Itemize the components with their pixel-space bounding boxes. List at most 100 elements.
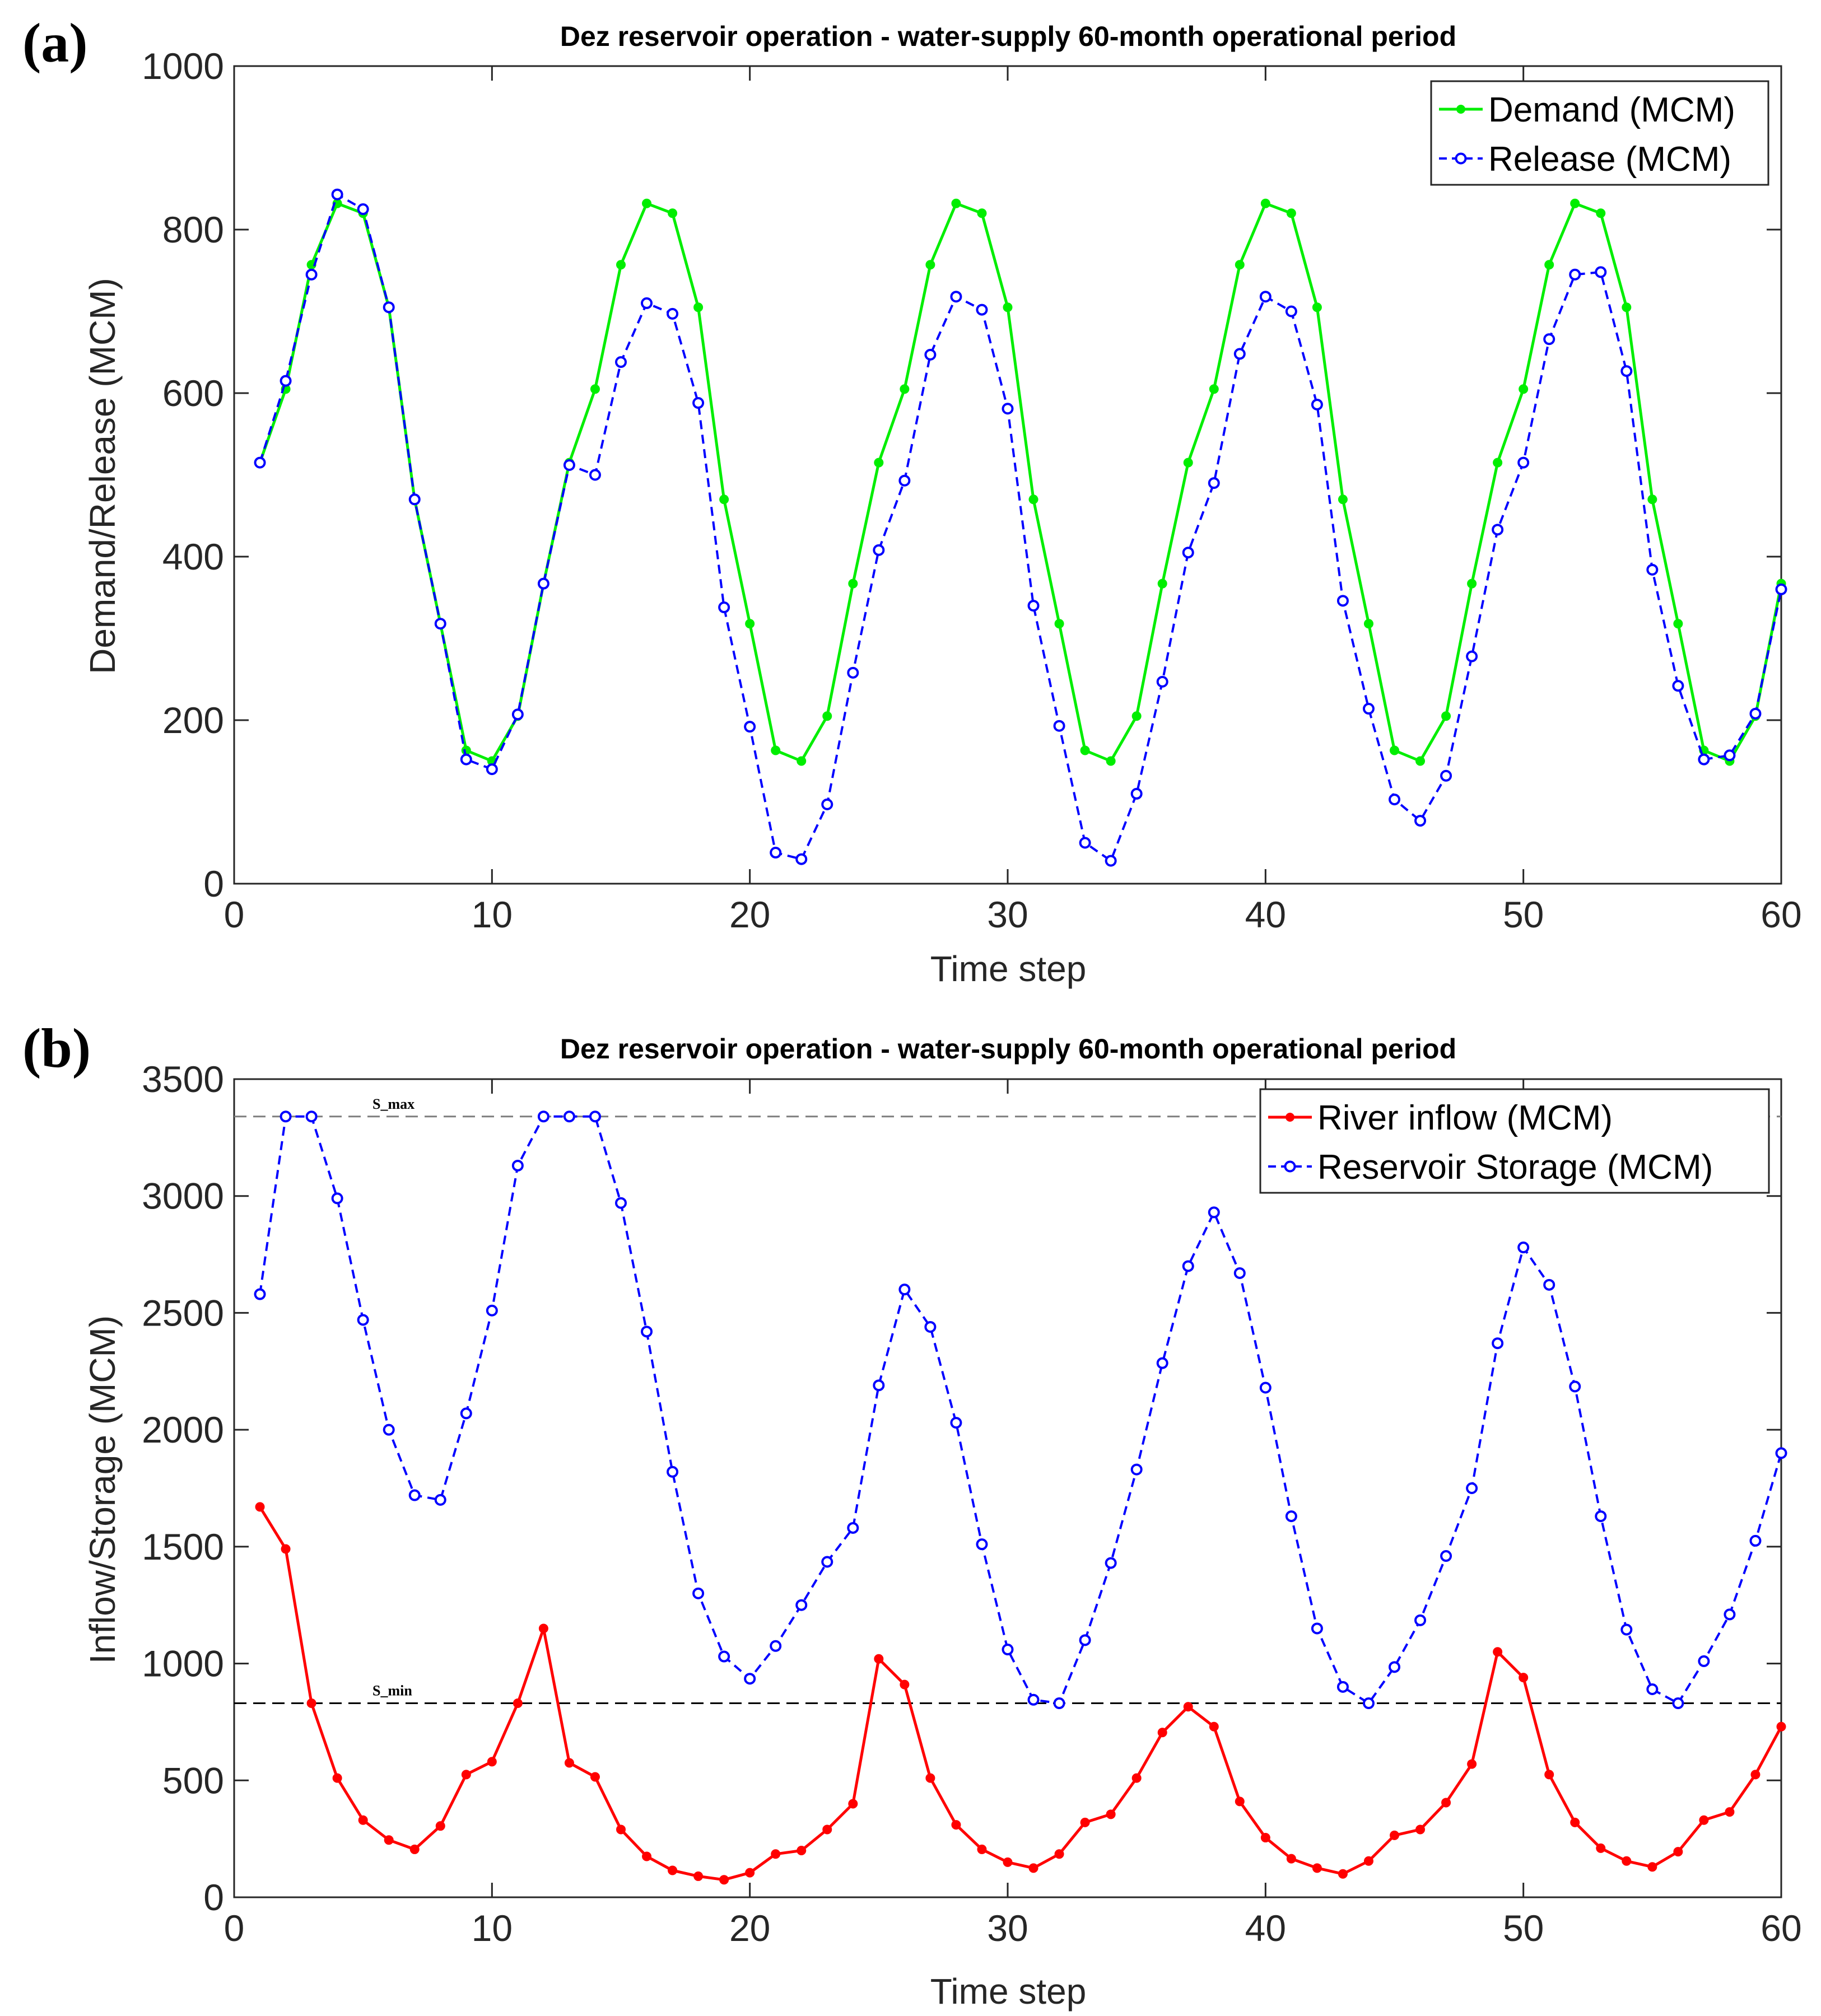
x-tick-label: 30	[987, 894, 1028, 935]
data-point-0	[590, 384, 600, 394]
data-point-1	[1543, 333, 1555, 346]
data-point-1	[434, 618, 446, 630]
data-point-1	[511, 1159, 524, 1172]
x-tick-label: 60	[1761, 1907, 1801, 1949]
data-point-1	[1130, 787, 1143, 800]
data-point-1	[898, 474, 911, 487]
data-point-0	[874, 458, 884, 468]
panel-b-title: Dez reservoir operation - water-supply 6…	[560, 1033, 1456, 1065]
plot-area-box	[233, 65, 1782, 885]
data-point-1	[744, 721, 756, 733]
data-point-1	[1233, 348, 1246, 360]
data-point-1	[1595, 266, 1607, 278]
data-point-0	[1467, 578, 1477, 589]
data-point-1	[1208, 477, 1220, 489]
data-point-1	[1517, 456, 1530, 469]
data-point-0	[1390, 745, 1399, 755]
data-point-0	[874, 1654, 884, 1664]
data-point-1	[1156, 1357, 1168, 1369]
y-tick-label: 2500	[142, 1292, 224, 1333]
data-point-0	[1493, 1647, 1503, 1657]
data-point-1	[1362, 703, 1375, 715]
data-point-1	[1492, 524, 1504, 536]
data-point-0	[1183, 458, 1193, 468]
x-tick-label: 50	[1503, 1907, 1544, 1949]
data-point-1	[563, 459, 575, 471]
data-point-1	[1053, 720, 1065, 732]
data-point-0	[1235, 260, 1245, 270]
data-point-0	[925, 260, 935, 270]
y-tick-label: 2000	[142, 1409, 224, 1450]
data-point-0	[797, 756, 807, 766]
data-point-1	[1414, 1614, 1427, 1626]
data-point-0	[1028, 1863, 1038, 1873]
data-point-1	[615, 1197, 627, 1209]
data-point-1	[898, 1284, 911, 1296]
legend-marker-1	[1455, 152, 1467, 165]
legend-marker-0	[1286, 1113, 1294, 1122]
data-point-0	[461, 1770, 471, 1780]
data-point-0	[1415, 1824, 1426, 1835]
data-point-1	[1698, 753, 1710, 766]
data-point-0	[745, 1868, 755, 1878]
data-point-1	[1440, 769, 1452, 782]
y-tick-label: 800	[162, 209, 224, 250]
legend-label-0: Demand (MCM)	[1488, 91, 1735, 129]
data-point-1	[795, 1599, 808, 1611]
data-point-1	[1389, 794, 1400, 806]
data-point-0	[1157, 1728, 1167, 1738]
data-point-0	[435, 1821, 445, 1831]
data-point-1	[1285, 305, 1297, 318]
data-point-1	[537, 577, 549, 590]
y-tick-label: 600	[162, 372, 224, 414]
legend-marker-1	[1284, 1160, 1296, 1173]
data-point-1	[821, 1556, 833, 1568]
data-point-0	[1570, 1817, 1580, 1827]
data-point-1	[383, 1424, 395, 1436]
panel-a-ylabel: Demand/Release (MCM)	[82, 278, 123, 674]
data-point-1	[1079, 837, 1091, 849]
data-point-0	[358, 1815, 368, 1825]
data-point-1	[692, 1587, 705, 1599]
data-point-1	[1259, 1382, 1272, 1394]
y-tick-label: 500	[162, 1760, 224, 1801]
series-line-1	[259, 193, 1782, 862]
data-point-0	[1622, 1856, 1632, 1866]
data-point-0	[1003, 1857, 1013, 1867]
data-point-0	[1209, 1721, 1219, 1732]
data-point-0	[822, 711, 832, 721]
data-point-1	[847, 666, 859, 679]
data-point-1	[1672, 1697, 1684, 1710]
data-point-0	[616, 260, 626, 270]
data-point-1	[1362, 1697, 1375, 1710]
data-point-0	[306, 1698, 316, 1709]
data-point-0	[1054, 1849, 1064, 1859]
data-point-0	[900, 384, 910, 394]
data-point-0	[1647, 1862, 1657, 1872]
data-point-0	[668, 208, 678, 218]
data-point-1	[357, 203, 369, 215]
data-point-1	[641, 297, 653, 309]
panel-b-ylabel: Inflow/Storage (MCM)	[82, 1315, 123, 1664]
data-point-1	[589, 1110, 601, 1123]
data-point-1	[1517, 1242, 1530, 1254]
y-tick-label: 3000	[142, 1175, 224, 1217]
x-tick-label: 40	[1245, 894, 1286, 935]
data-point-0	[1131, 711, 1142, 721]
data-point-1	[460, 1407, 472, 1420]
data-point-0	[332, 1773, 342, 1783]
data-point-1	[1440, 1550, 1452, 1562]
reference-label-s_min: S_min	[372, 1683, 412, 1699]
data-point-1	[1724, 1608, 1736, 1621]
data-point-0	[1441, 1798, 1451, 1808]
data-point-1	[1620, 365, 1633, 377]
legend-box	[1430, 80, 1769, 186]
x-tick-label: 10	[472, 894, 513, 935]
data-point-1	[486, 1304, 498, 1317]
y-tick-label: 1500	[142, 1526, 224, 1567]
data-point-1	[1646, 1683, 1659, 1695]
data-point-1	[254, 1288, 266, 1300]
data-point-1	[1079, 1634, 1091, 1646]
data-point-1	[1130, 1463, 1143, 1476]
data-point-0	[1312, 302, 1322, 312]
